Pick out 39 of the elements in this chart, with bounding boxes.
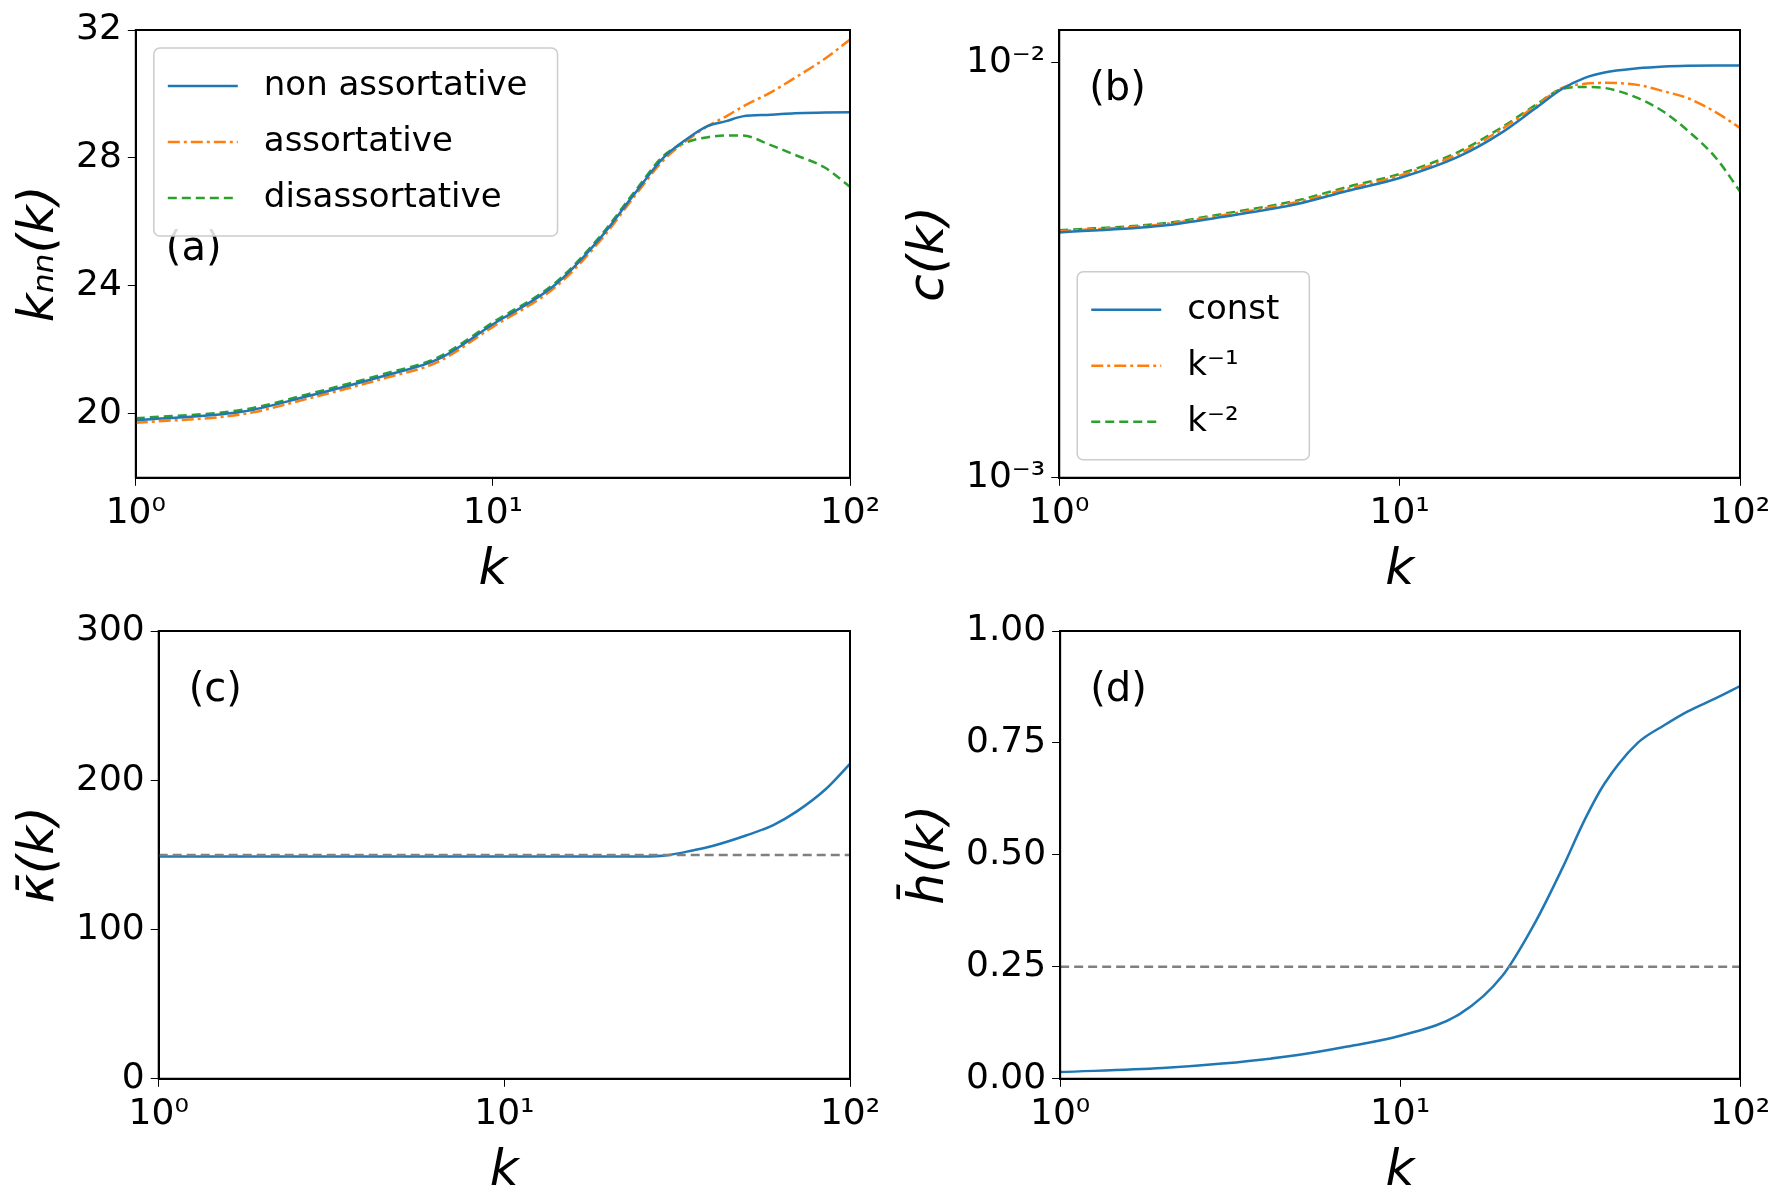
- x-axis-title: k: [1385, 537, 1417, 596]
- annotation: (d): [1090, 664, 1147, 710]
- y-tick-label: 0.25: [966, 943, 1047, 985]
- y-tick-label: 200: [75, 756, 145, 798]
- y-tick-label: 300: [75, 607, 145, 649]
- y-tick-label: 1.00: [966, 607, 1047, 649]
- y-tick-label: 100: [75, 905, 145, 947]
- legend-label: disassortative: [263, 174, 502, 215]
- annotation: (a): [165, 223, 222, 269]
- y-tick-label: 0.50: [966, 831, 1047, 873]
- annotation: (b): [1089, 63, 1146, 109]
- x-tick-label: 10⁰: [105, 489, 166, 531]
- y-tick-label: 24: [76, 262, 122, 304]
- y-axis-title: h̄(k): [895, 805, 955, 905]
- x-tick-label: 10²: [1709, 1090, 1771, 1132]
- y-axis-title: kₙₙ(k): [6, 185, 65, 323]
- x-tick-label: 10²: [1709, 489, 1771, 531]
- legend-label: k⁻²: [1187, 398, 1239, 439]
- legend-label: const: [1187, 286, 1280, 327]
- x-tick-label: 10¹: [462, 489, 524, 531]
- y-tick-label: 20: [76, 390, 122, 432]
- y-tick-label: 10⁻²: [965, 39, 1046, 81]
- y-tick-label: 28: [76, 134, 122, 176]
- annotation: (c): [188, 664, 242, 710]
- y-axis-title: κ̄(k): [6, 806, 65, 904]
- x-axis-title: k: [1385, 1138, 1417, 1197]
- legend-label: k⁻¹: [1187, 342, 1239, 383]
- x-tick-label: 10¹: [1369, 489, 1430, 531]
- y-tick-label: 0.75: [966, 719, 1047, 761]
- legend-label: non assortative: [263, 62, 528, 103]
- y-tick-label: 32: [76, 6, 122, 48]
- x-tick-label: 10²: [819, 1090, 881, 1132]
- x-tick-label: 10¹: [1369, 1090, 1431, 1132]
- x-axis-title: k: [489, 1138, 521, 1197]
- y-axis-title: c(k): [896, 206, 955, 302]
- x-axis-title: k: [478, 537, 510, 596]
- legend-label: assortative: [263, 118, 453, 159]
- x-tick-label: 10¹: [474, 1090, 535, 1132]
- x-tick-label: 10²: [819, 489, 881, 531]
